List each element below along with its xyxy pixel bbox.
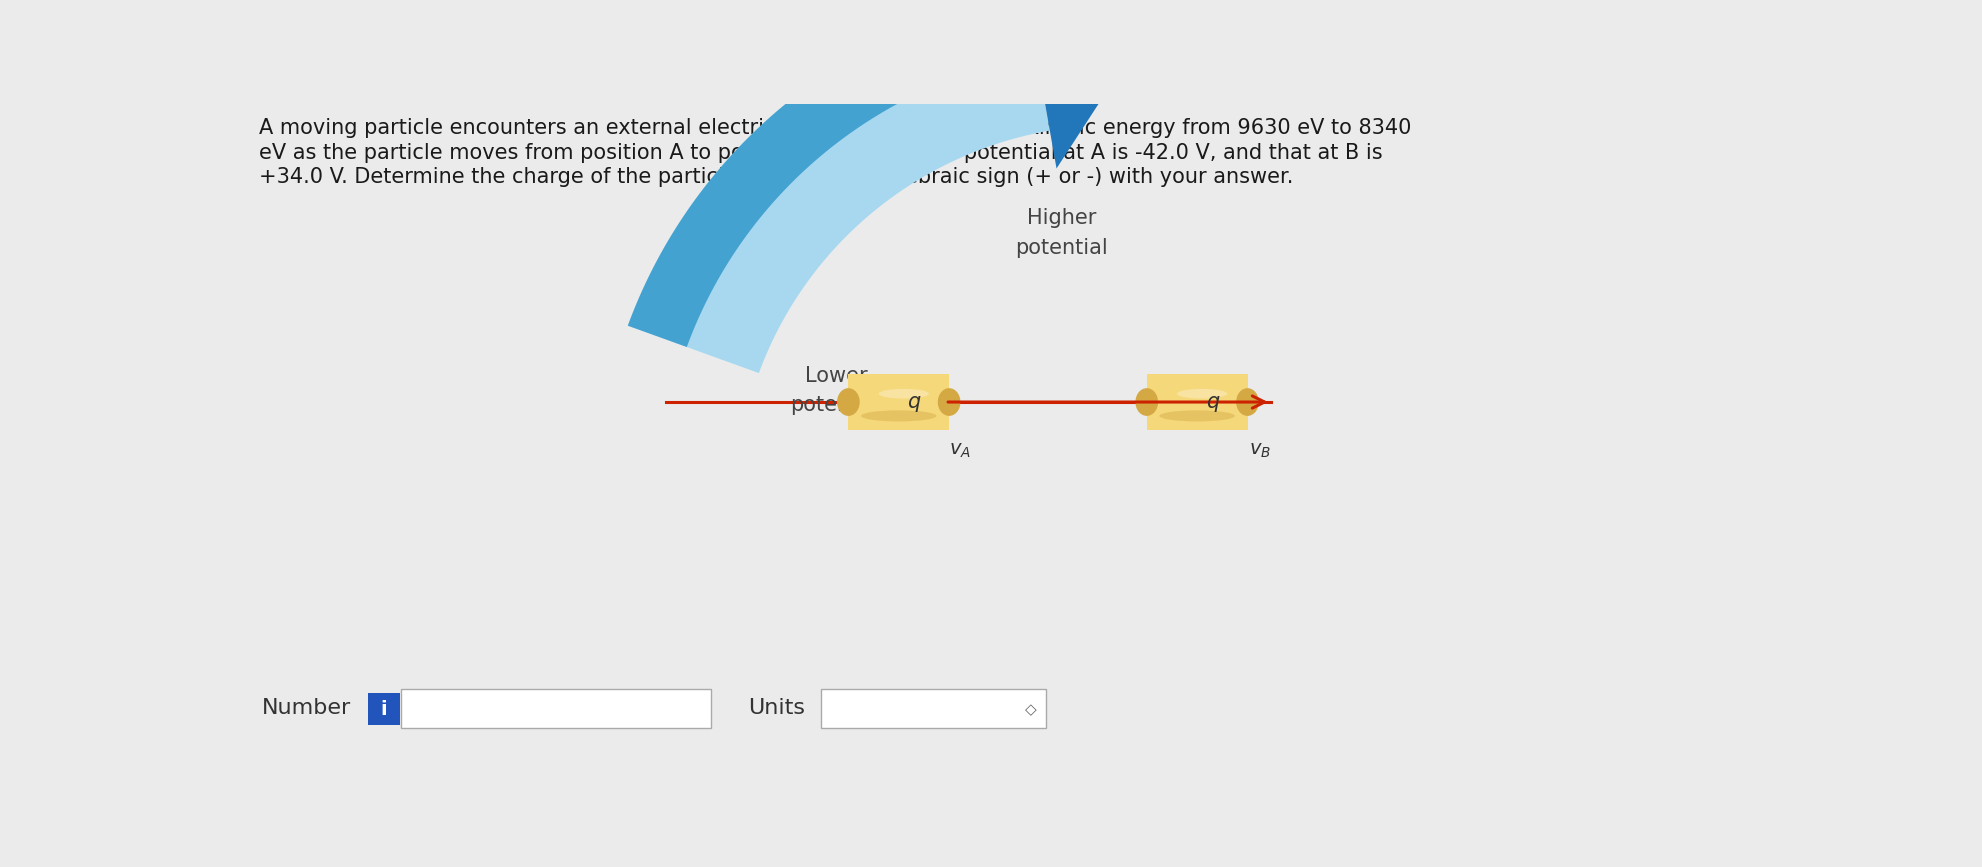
Bar xyxy=(400,689,712,727)
Ellipse shape xyxy=(1177,389,1227,399)
Text: Number: Number xyxy=(262,698,351,718)
Bar xyxy=(848,375,949,430)
Ellipse shape xyxy=(878,389,930,399)
Text: A moving particle encounters an external electric field that decreases its kinet: A moving particle encounters an external… xyxy=(258,118,1411,138)
Polygon shape xyxy=(628,0,1037,347)
Text: Higher
potential: Higher potential xyxy=(1015,208,1108,257)
Polygon shape xyxy=(1019,0,1138,168)
Ellipse shape xyxy=(836,388,860,416)
Text: $v_B$: $v_B$ xyxy=(1249,440,1270,460)
Ellipse shape xyxy=(937,388,961,416)
Bar xyxy=(369,693,400,726)
Text: Units: Units xyxy=(747,698,805,718)
Text: +34.0 V. Determine the charge of the particle. Include the algebraic sign (+ or : +34.0 V. Determine the charge of the par… xyxy=(258,167,1292,187)
Text: q: q xyxy=(1205,392,1219,412)
Ellipse shape xyxy=(860,410,937,421)
Text: eV as the particle moves from position A to position B. The electric potential a: eV as the particle moves from position A… xyxy=(258,142,1381,162)
Bar xyxy=(821,689,1046,727)
Polygon shape xyxy=(628,0,1050,373)
Text: i: i xyxy=(381,700,386,719)
Ellipse shape xyxy=(1136,388,1157,416)
Ellipse shape xyxy=(1159,410,1235,421)
Ellipse shape xyxy=(1237,388,1259,416)
Text: q: q xyxy=(908,392,920,412)
Text: Lower
potential: Lower potential xyxy=(791,366,884,415)
Bar xyxy=(1148,375,1247,430)
Text: $v_A$: $v_A$ xyxy=(949,440,971,460)
Text: ◇: ◇ xyxy=(1025,701,1037,717)
